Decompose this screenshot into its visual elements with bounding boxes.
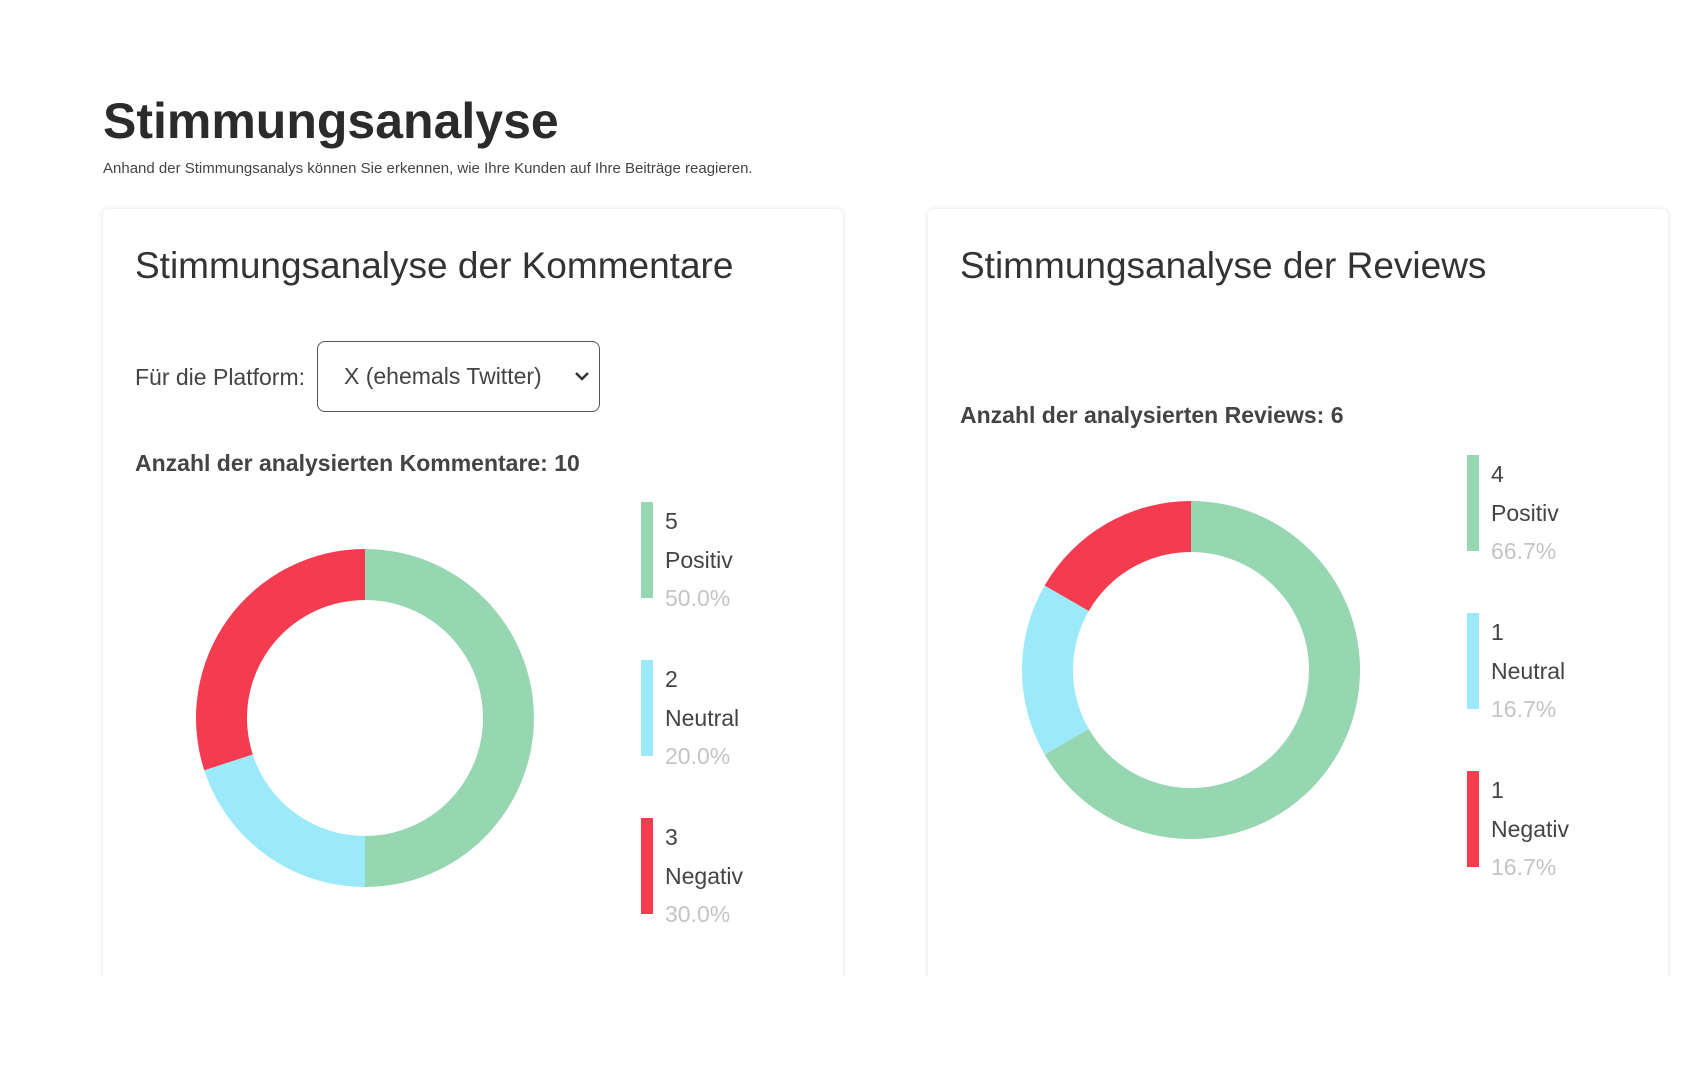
platform-label: Für die Platform: [135, 364, 305, 390]
page-subtitle: Anhand der Stimmungsanalys können Sie er… [103, 160, 753, 177]
legend-label: Positiv [1491, 500, 1559, 526]
legend-swatch [1467, 771, 1479, 867]
legend-swatch [1467, 613, 1479, 709]
donut-chart: 5 Positiv 50.0% 2 Neutral 20.0% 3 Negativ 30.0% [196, 502, 743, 927]
count-text: Anzahl der analysierten Kommentare: 10 [135, 450, 580, 476]
legend-value: 3 [665, 824, 678, 850]
legend-swatch [1467, 455, 1479, 551]
legend-value: 5 [665, 508, 678, 534]
legend-swatch [641, 660, 653, 756]
legend-percentage: 20.0% [665, 743, 730, 769]
legend-percentage: 50.0% [665, 585, 730, 611]
card-title: Stimmungsanalyse der Reviews [960, 245, 1487, 286]
legend-label: Neutral [1491, 658, 1565, 684]
card-title: Stimmungsanalyse der Kommentare [135, 245, 734, 286]
legend-percentage: 66.7% [1491, 538, 1556, 564]
page-title: Stimmungsanalyse [103, 93, 559, 149]
legend-label: Neutral [665, 705, 739, 731]
legend-percentage: 30.0% [665, 901, 730, 927]
card: Stimmungsanalyse der Reviews Anzahl der … [928, 209, 1668, 976]
legend-label: Positiv [665, 547, 733, 573]
legend-value: 1 [1491, 619, 1504, 645]
card: Stimmungsanalyse der Kommentare Für die … [103, 209, 843, 976]
donut-chart: 4 Positiv 66.7% 1 Neutral 16.7% 1 Negativ 16.7% [1022, 455, 1569, 880]
donut-segment [365, 549, 534, 887]
donut-segment [204, 754, 365, 887]
donut-segment [1044, 501, 1360, 839]
legend-percentage: 16.7% [1491, 696, 1556, 722]
legend-swatch [641, 818, 653, 914]
legend-value: 2 [665, 666, 678, 692]
count-text: Anzahl der analysierten Reviews: 6 [960, 402, 1344, 428]
legend-label: Negativ [665, 863, 743, 889]
legend-label: Negativ [1491, 816, 1569, 842]
cards: Stimmungsanalyse der Kommentare Für die … [90, 200, 1690, 976]
donut-segment [1044, 501, 1191, 611]
donut-segment [1022, 585, 1089, 755]
legend-swatch [641, 502, 653, 598]
legend-percentage: 16.7% [1491, 854, 1556, 880]
legend-value: 4 [1491, 461, 1504, 487]
donut-segment [196, 549, 365, 771]
select-value: X (ehemals Twitter) [344, 363, 542, 389]
chevron [575, 372, 589, 381]
platform-select[interactable]: X (ehemals Twitter) [317, 341, 600, 412]
legend-value: 1 [1491, 777, 1504, 803]
